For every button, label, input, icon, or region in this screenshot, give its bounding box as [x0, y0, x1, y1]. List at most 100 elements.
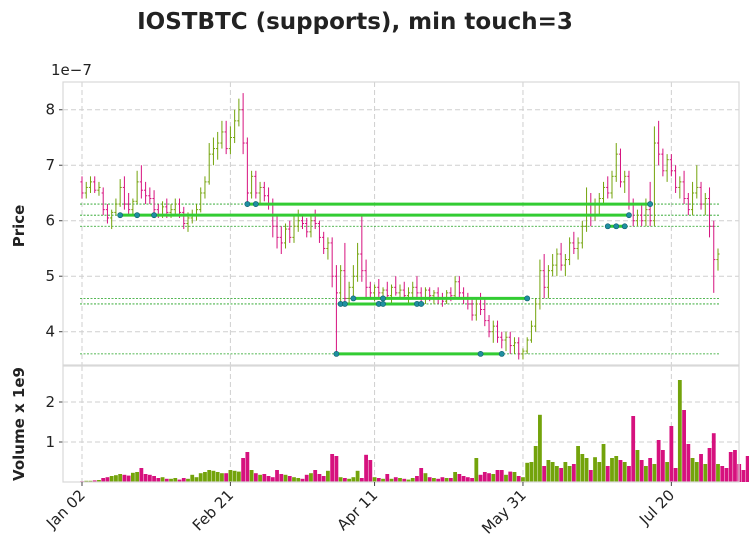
volume-tick-label: 2 [45, 393, 55, 411]
candle [606, 176, 610, 199]
volume-bar [677, 380, 682, 482]
volume-bar [614, 456, 619, 482]
candle [292, 215, 296, 243]
price-axes-frame [62, 81, 740, 366]
volume-bar [571, 464, 576, 482]
candle [211, 137, 216, 166]
support-touch-marker [117, 212, 124, 219]
volume-bar [101, 478, 106, 482]
price-tick-label: 4 [45, 323, 55, 341]
candle [546, 265, 550, 299]
volume-bar [474, 458, 479, 482]
candle [339, 265, 343, 304]
candle [326, 237, 330, 260]
candle [254, 170, 258, 199]
candle [97, 181, 101, 196]
volume-bar [745, 456, 749, 482]
candle [84, 181, 88, 199]
volume-bar [457, 474, 462, 482]
volume-bar [376, 478, 381, 482]
candle [368, 281, 372, 299]
volume-bar [448, 478, 453, 482]
candle [534, 298, 538, 332]
volume-bar [330, 454, 335, 482]
support-touch-marker [333, 351, 340, 357]
price-tick-label: 5 [45, 267, 55, 285]
volume-bar [135, 472, 140, 482]
candle [457, 276, 461, 299]
candle [305, 217, 309, 238]
candle [241, 93, 245, 155]
volume-bar [521, 477, 525, 482]
candle [356, 242, 360, 282]
candle [529, 320, 534, 343]
volume-bar [419, 468, 424, 482]
volume-bar [270, 477, 275, 482]
candle [364, 259, 368, 299]
volume-bar [699, 454, 703, 482]
candle [101, 187, 105, 216]
volume-bar [211, 470, 216, 482]
candle [686, 192, 690, 216]
support-touch-marker [477, 351, 484, 357]
candle [695, 165, 699, 199]
volume-bar [152, 476, 156, 482]
volume-bar [478, 474, 483, 482]
volume-bar [512, 472, 517, 482]
volume-bar [733, 450, 737, 482]
volume-bar [644, 466, 648, 482]
volume-bar [533, 446, 538, 482]
volume-bar [139, 468, 144, 482]
volume-bar [461, 476, 466, 482]
volume-bar [355, 470, 360, 482]
volume-bar [88, 480, 93, 482]
volume-bar [249, 470, 254, 482]
volume-bar [415, 476, 419, 482]
volume-bar [84, 480, 89, 482]
volume-bar [605, 466, 610, 482]
volume-tick-label: 1 [45, 433, 55, 451]
candle [678, 176, 682, 199]
volume-bar [711, 433, 716, 482]
volume-bar [381, 478, 385, 482]
volume-bar [690, 458, 695, 482]
volume-bar [326, 470, 330, 482]
candle [250, 170, 254, 199]
volume-bar [177, 479, 182, 482]
candle [389, 284, 394, 304]
volume-bar [716, 464, 720, 482]
candle [576, 237, 580, 260]
candle [690, 181, 695, 216]
candle [283, 223, 288, 249]
volume-bar [342, 478, 347, 482]
price-panel: 4 5 6 7 8 [45, 81, 740, 366]
volume-bar [338, 477, 343, 482]
volume-bar [296, 478, 301, 482]
candle [203, 176, 207, 199]
candle [453, 276, 457, 299]
volume-bar [389, 478, 394, 482]
volume-bar [648, 458, 653, 482]
price-tick-label: 8 [45, 101, 55, 119]
volume-bar [147, 474, 152, 482]
volume-bar [495, 470, 500, 482]
support-touch-marker [604, 223, 611, 230]
candle [699, 181, 703, 210]
candle [105, 204, 110, 224]
candle [148, 187, 152, 205]
candle [296, 209, 300, 232]
volume-bar [321, 476, 326, 482]
volume-bar [215, 472, 220, 482]
volume-bar [465, 477, 470, 482]
candle [623, 170, 627, 193]
volume-bar [525, 462, 530, 482]
volume-bar [198, 473, 203, 482]
candle [313, 209, 317, 230]
price-tick-label: 7 [45, 156, 55, 174]
volume-bar [160, 477, 165, 482]
candle [317, 220, 322, 243]
candle [703, 192, 707, 216]
volume-bar [173, 478, 178, 482]
volume-bar [665, 462, 670, 482]
